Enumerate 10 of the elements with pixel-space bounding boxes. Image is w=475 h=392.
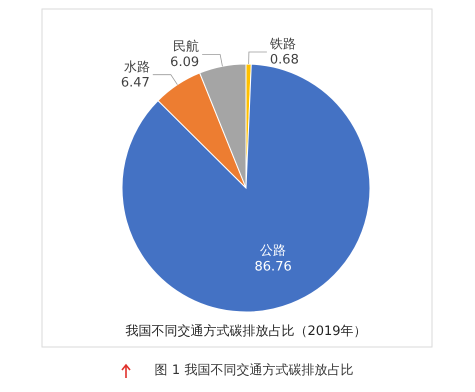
slice-label: 民航 — [173, 40, 200, 55]
data-label: 86.76 — [254, 259, 292, 274]
text: 我国不同交通方式碳排放占比（2019年） — [125, 323, 367, 339]
slice-label: 公路 — [260, 244, 286, 259]
data-label: 6.09 — [170, 55, 200, 70]
slice-label: 铁路 — [268, 37, 296, 52]
slice-label: 水路 — [124, 60, 150, 75]
data-label: 6.47 — [120, 75, 150, 90]
caption: 图 1 我国不同交通方式碳排放占比 — [154, 362, 354, 378]
data-label: 0.68 — [270, 52, 299, 68]
